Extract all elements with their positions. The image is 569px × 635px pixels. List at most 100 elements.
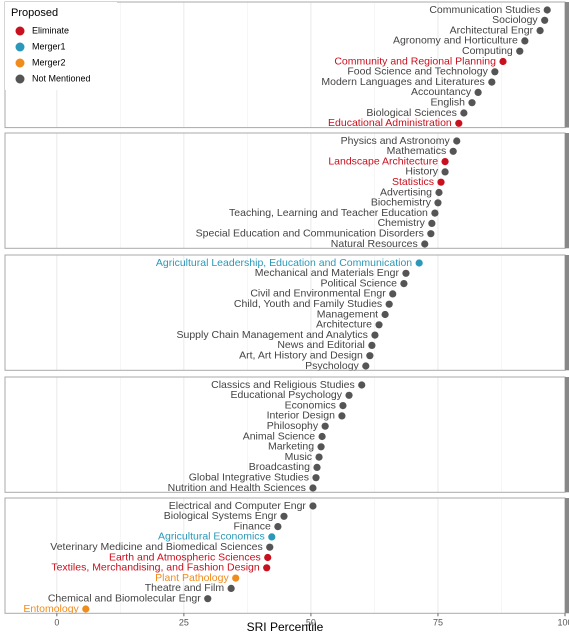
- category-label: Agricultural Economics: [158, 531, 265, 543]
- category-label: Classics and Religious Studies: [211, 379, 355, 391]
- dot: [82, 605, 90, 613]
- category-label: Animal Science: [243, 430, 316, 442]
- dot: [536, 27, 544, 35]
- category-label: Textiles, Merchandising, and Fashion Des…: [51, 562, 260, 574]
- category-label: Landscape Architecture: [328, 155, 438, 167]
- dot: [437, 178, 445, 186]
- category-label: Entomology: [23, 603, 79, 615]
- category-label: Physics and Astronomy: [341, 135, 451, 147]
- dot: [468, 99, 476, 107]
- facet-strip: [565, 133, 569, 249]
- dot: [204, 595, 212, 603]
- legend-key: [15, 74, 25, 84]
- dot: [427, 230, 435, 238]
- dot: [441, 158, 449, 166]
- category-label: Global Integrative Studies: [189, 471, 309, 483]
- dot: [421, 240, 429, 248]
- category-label: Mathematics: [387, 145, 447, 157]
- category-label: Art, Art History and Design: [239, 349, 363, 361]
- category-label: Agricultural Leadership, Education and C…: [156, 257, 412, 269]
- category-label: Management: [317, 308, 378, 320]
- dot: [309, 484, 317, 492]
- category-label: Statistics: [392, 176, 434, 188]
- category-label: News and Editorial: [277, 339, 365, 351]
- category-label: Veterinary Medicine and Biomedical Scien…: [50, 541, 262, 553]
- facet-strip: [565, 498, 569, 614]
- category-label: Interior Design: [267, 410, 335, 422]
- category-label: Chemistry: [378, 217, 426, 229]
- dot: [227, 584, 235, 593]
- dot: [428, 219, 436, 227]
- category-label: Theatre and Film: [145, 582, 225, 594]
- legend-key: [15, 42, 25, 52]
- panel-bg: [5, 377, 565, 493]
- category-label: Biological Sciences: [366, 107, 456, 119]
- dot: [400, 280, 408, 288]
- dot: [402, 269, 410, 277]
- dot: [381, 310, 389, 319]
- category-label: Educational Psychology: [231, 389, 343, 401]
- x-tick-label: 75: [433, 618, 443, 628]
- category-label: Chemical and Biomolecular Engr: [48, 592, 201, 604]
- dot: [491, 68, 499, 76]
- dot: [274, 523, 282, 531]
- category-label: Advertising: [380, 186, 432, 198]
- category-label: Teaching, Learning and Teacher Education: [229, 207, 428, 219]
- category-label: Biochemistry: [371, 197, 432, 209]
- category-label: Accountancy: [411, 86, 472, 98]
- category-label: Electrical and Computer Engr: [169, 500, 307, 512]
- dot: [541, 16, 549, 24]
- dot: [317, 443, 325, 451]
- dot: [232, 574, 240, 582]
- category-label: Marketing: [268, 441, 314, 453]
- dot: [441, 168, 449, 176]
- category-label: Earth and Atmospheric Sciences: [109, 551, 261, 563]
- category-label: Biological Systems Engr: [164, 510, 278, 522]
- category-label: Music: [285, 451, 312, 463]
- panel-bg: [5, 255, 565, 371]
- dot: [280, 512, 288, 520]
- dot: [389, 290, 397, 298]
- dot: [321, 422, 329, 430]
- dot: [474, 88, 482, 96]
- category-label: Natural Resources: [331, 238, 418, 250]
- facet-strip: [565, 255, 569, 371]
- category-label: Civil and Environmental Engr: [250, 288, 386, 300]
- dot: [268, 533, 276, 541]
- dot: [318, 432, 326, 441]
- legend-label: Merger2: [32, 57, 66, 67]
- dot: [368, 341, 376, 349]
- dot: [499, 57, 507, 66]
- dot: [385, 300, 393, 308]
- dot: [345, 391, 353, 399]
- category-label: Plant Pathology: [155, 572, 229, 584]
- dot: [338, 412, 346, 420]
- dot: [455, 119, 463, 127]
- dot: [264, 553, 272, 562]
- dot: [309, 502, 317, 510]
- category-label: Food Science and Technology: [347, 66, 488, 78]
- dot: [358, 381, 366, 389]
- dot: [375, 321, 383, 329]
- category-label: English: [431, 96, 466, 108]
- dot: [521, 37, 529, 45]
- category-label: Computing: [462, 45, 513, 57]
- dot: [460, 109, 468, 117]
- category-label: Psychology: [305, 360, 359, 372]
- legend-label: Eliminate: [32, 25, 69, 35]
- category-label: Special Education and Communication Diso…: [196, 227, 424, 239]
- category-label: Child, Youth and Family Studies: [234, 298, 382, 310]
- legend-key: [15, 26, 25, 36]
- category-label: Educational Administration: [328, 117, 452, 129]
- legend-title: Proposed: [11, 7, 58, 19]
- dot: [315, 453, 323, 461]
- dot: [362, 362, 370, 370]
- dot: [488, 78, 496, 86]
- dot: [543, 6, 551, 14]
- dot: [431, 209, 439, 217]
- category-label: Philosophy: [267, 420, 319, 432]
- category-label: Architectural Engr: [450, 24, 534, 36]
- category-label: Nutrition and Health Sciences: [168, 482, 306, 494]
- category-label: Economics: [285, 399, 336, 411]
